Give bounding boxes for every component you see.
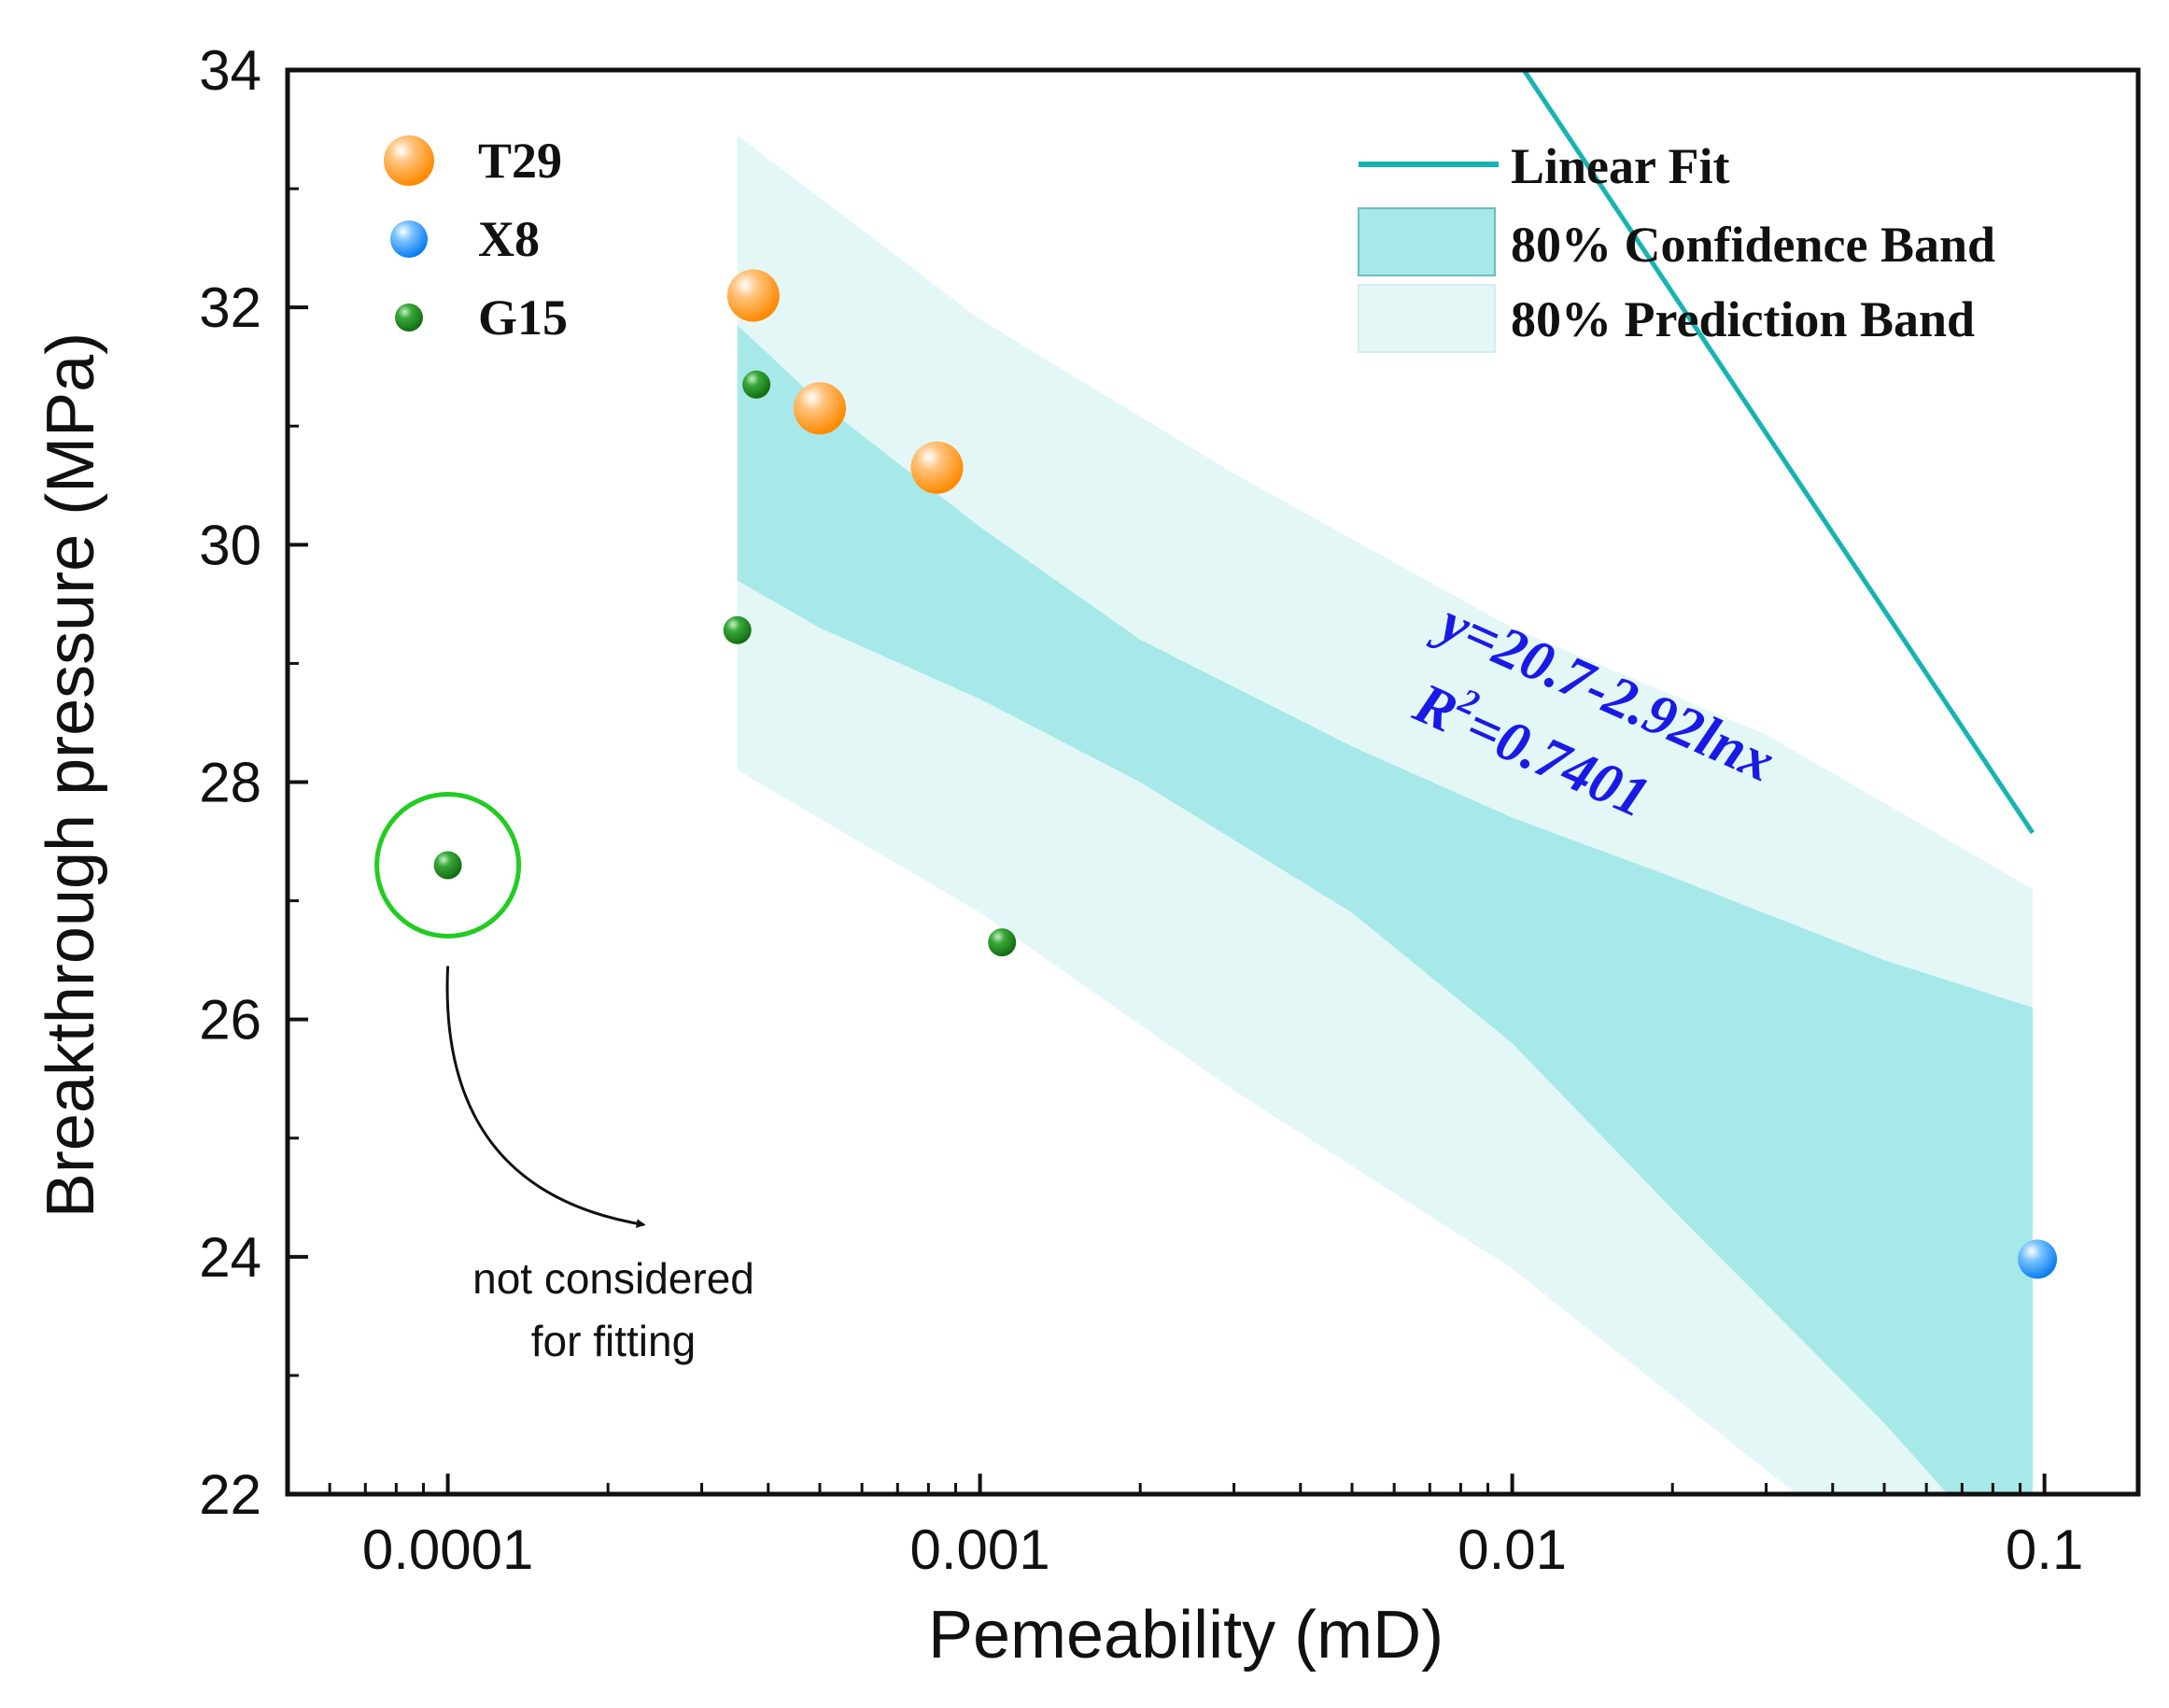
linear-fit-line [1521, 70, 2035, 835]
point-T29-0 [726, 269, 780, 322]
point-T29-1 [794, 382, 846, 435]
y-tick-label: 28 [199, 752, 261, 814]
legend-marker-T29 [384, 135, 434, 186]
annotation-circle [374, 791, 522, 939]
y-tick-label: 24 [199, 1226, 261, 1289]
y-tick-label: 26 [199, 989, 261, 1052]
point-G15-2 [988, 928, 1017, 957]
y-tick-label: 34 [199, 39, 261, 102]
legend-marker-X8 [390, 220, 428, 258]
legend-confidence-swatch [1358, 207, 1496, 276]
point-X8-0 [2018, 1239, 2058, 1279]
axes-layer: 0.0001 0.001 0.01 0.1 22 24 26 28 30 32 34 [199, 39, 2083, 1581]
legend-marker-G15 [395, 303, 423, 332]
legend-series: T29 X8 G15 [384, 133, 568, 346]
y-tick-label: 32 [199, 276, 261, 339]
x-tick-label: 0.1 [2006, 1518, 2083, 1581]
point-G15-0 [742, 370, 771, 399]
confidence-band [737, 325, 2033, 1494]
annotation-line-2: for fitting [531, 1317, 696, 1365]
point-G15-1 [723, 615, 752, 644]
legend-label-prediction: 80% Prediction Band [1511, 291, 1975, 347]
x-tick-label: 0.0001 [362, 1518, 534, 1581]
annotation-layer: not considered for fitting [374, 791, 754, 1365]
y-tick-label: 30 [199, 514, 261, 576]
legend-label-X8: X8 [478, 211, 540, 267]
point-T29-2 [910, 441, 964, 494]
annotation-arrow [445, 966, 646, 1229]
point-G15-3 [433, 851, 462, 880]
legend-fit: Linear Fit 80% Confidence Band 80% Predi… [1358, 138, 1995, 353]
y-axis-title: Breakthrough pressure (MPa) [34, 332, 108, 1218]
legend-label-G15: G15 [478, 289, 568, 346]
legend-label-T29: T29 [478, 133, 562, 189]
points-layer [433, 269, 2058, 1279]
legend-label-confidence: 80% Confidence Band [1511, 217, 1995, 273]
y-tick-label: 22 [199, 1463, 261, 1526]
x-axis-title: Pemeability (mD) [928, 1598, 1444, 1673]
legend-prediction-swatch [1358, 284, 1496, 353]
legend-label-linear-fit: Linear Fit [1511, 138, 1730, 194]
annotation-line-1: not considered [472, 1254, 754, 1303]
x-tick-label: 0.001 [910, 1518, 1050, 1581]
bands-layer [737, 70, 2035, 1494]
x-tick-label: 0.01 [1458, 1518, 1567, 1581]
